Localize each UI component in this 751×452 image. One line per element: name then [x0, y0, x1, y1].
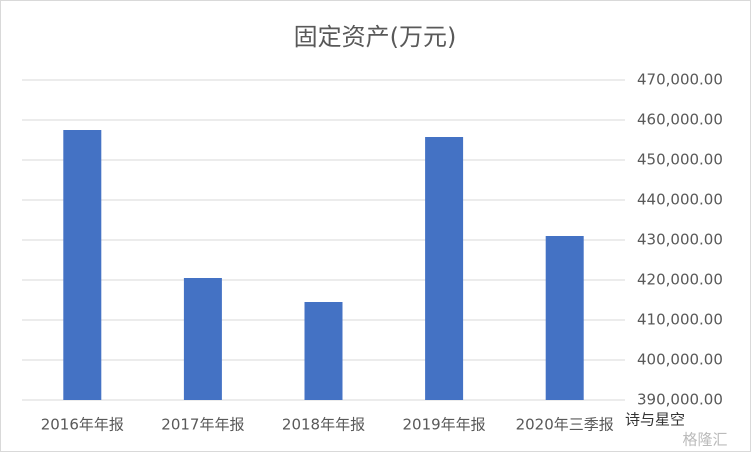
bar — [304, 302, 343, 400]
bar — [63, 130, 102, 400]
y-tick-label: 450,000.00 — [637, 151, 723, 169]
bar — [425, 137, 464, 400]
x-tick-label: 2018年年报 — [282, 416, 365, 434]
y-tick-label: 440,000.00 — [637, 191, 723, 209]
y-tick-label: 470,000.00 — [637, 71, 723, 89]
x-tick-label: 2016年年报 — [41, 416, 124, 434]
watermark: 诗与星空 — [625, 411, 685, 429]
y-tick-label: 460,000.00 — [637, 111, 723, 129]
x-tick-label: 2017年年报 — [161, 416, 244, 434]
x-tick-label: 2020年三季报 — [516, 416, 614, 434]
chart-title: 固定资产(万元) — [294, 23, 457, 51]
y-tick-label: 420,000.00 — [637, 271, 723, 289]
y-tick-label: 430,000.00 — [637, 231, 723, 249]
x-tick-label: 2019年年报 — [403, 416, 486, 434]
y-tick-label: 400,000.00 — [637, 351, 723, 369]
bar — [183, 278, 222, 400]
y-tick-label: 410,000.00 — [637, 311, 723, 329]
bar — [545, 236, 584, 400]
watermark: 格隆汇 — [682, 431, 727, 449]
y-tick-label: 390,000.00 — [637, 391, 723, 409]
